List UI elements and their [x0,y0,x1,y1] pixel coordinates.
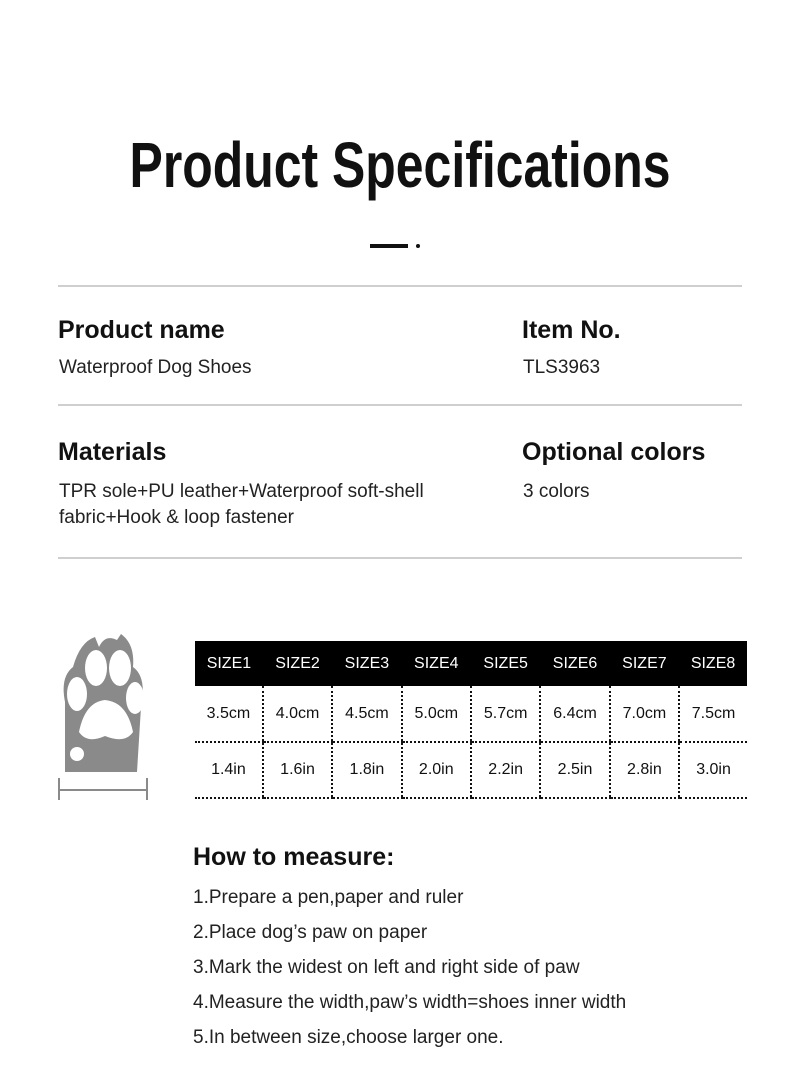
cell: 4.0cm [261,686,333,743]
cell: 5.7cm [469,686,541,743]
product-name-value: Waterproof Dog Shoes [59,357,252,378]
divider [58,285,742,287]
table-row-cm: 3.5cm 4.0cm 4.5cm 5.0cm 5.7cm 6.4cm 7.0c… [195,686,747,743]
size-header: SIZE8 [679,641,747,686]
cell: 3.5cm [195,686,263,743]
cell: 4.5cm [331,686,402,743]
product-name-label: Product name [58,316,225,344]
materials-value: TPR sole+PU leather+Waterproof soft-shel… [59,481,424,528]
cell: 1.6in [261,742,333,799]
size-header-row: SIZE1 SIZE2 SIZE3 SIZE4 SIZE5 SIZE6 SIZE… [195,641,747,686]
colors-value: 3 colors [523,481,590,502]
cell: 2.5in [539,742,610,799]
divider [58,557,742,559]
size-header: SIZE3 [332,641,402,686]
size-header: SIZE6 [540,641,610,686]
cell: 5.0cm [400,686,471,743]
measure-step: 1.Prepare a pen,paper and ruler [193,887,464,908]
size-header: SIZE5 [470,641,541,686]
title-decoration-dot [416,244,420,248]
cell: 3.0in [678,742,747,799]
cell: 2.8in [608,742,680,799]
item-no-label: Item No. [522,316,621,344]
cell: 7.0cm [608,686,680,743]
materials-label: Materials [58,438,167,466]
cell: 1.4in [195,742,263,799]
colors-label: Optional colors [522,438,706,466]
title-decoration [370,244,408,248]
table-row-in: 1.4in 1.6in 1.8in 2.0in 2.2in 2.5in 2.8i… [195,742,747,799]
paw-width-icon [58,634,148,800]
item-no-value: TLS3963 [523,357,601,378]
measure-step: 5.In between size,choose larger one. [193,1027,504,1048]
size-table: SIZE1 SIZE2 SIZE3 SIZE4 SIZE5 SIZE6 SIZE… [195,641,747,799]
size-header: SIZE2 [262,641,333,686]
measure-title: How to measure: [193,843,395,871]
cell: 7.5cm [678,686,747,743]
divider [58,404,742,406]
cell: 2.0in [400,742,471,799]
size-header: SIZE7 [609,641,680,686]
measure-step: 2.Place dog’s paw on paper [193,922,428,943]
size-header: SIZE1 [195,641,263,686]
cell: 6.4cm [539,686,610,743]
measure-step: 3.Mark the widest on left and right side… [193,957,580,978]
page-title: Product Specifications [129,129,671,201]
cell: 2.2in [469,742,541,799]
cell: 1.8in [331,742,402,799]
size-header: SIZE4 [401,641,471,686]
measure-step: 4.Measure the width,paw’s width=shoes in… [193,992,627,1013]
